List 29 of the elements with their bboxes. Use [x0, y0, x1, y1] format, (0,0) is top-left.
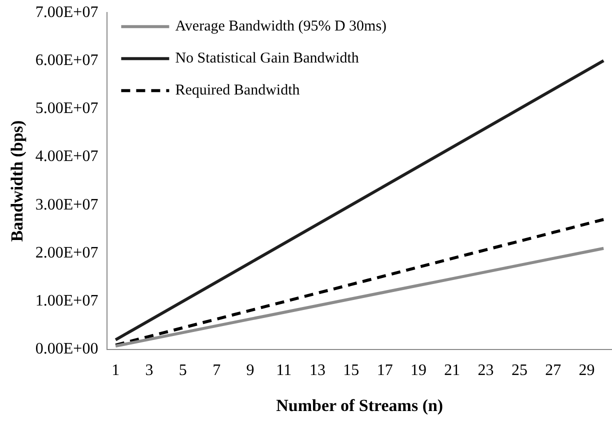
legend-label: No Statistical Gain Bandwidth: [175, 50, 360, 67]
y-tick-label: 2.00E+07: [35, 244, 98, 262]
y-tick-label: 5.00E+07: [35, 100, 98, 118]
x-tick-label: 7: [212, 362, 221, 380]
x-tick-label: 29: [578, 362, 595, 380]
x-tick-label: 17: [376, 362, 393, 380]
x-tick-label: 15: [343, 362, 360, 380]
y-tick-label: 4.00E+07: [35, 148, 98, 166]
x-tick-label: 25: [511, 362, 528, 380]
x-tick-label: 27: [545, 362, 562, 380]
x-tick-label: 5: [178, 362, 187, 380]
y-tick-label: 7.00E+07: [35, 4, 98, 21]
y-tick-label: 3.00E+07: [35, 196, 98, 214]
y-tick-label: 6.00E+07: [35, 52, 98, 69]
x-tick-label: 19: [410, 362, 426, 380]
x-axis-title: Number of Streams (n): [276, 396, 444, 416]
y-tick-label: 0.00E+00: [35, 340, 98, 358]
line-series: [114, 218, 606, 347]
x-tick-label: 23: [478, 362, 494, 380]
x-tick-label: 1: [112, 362, 120, 380]
legend-label: Average Bandwidth (95% D 30ms): [175, 18, 387, 35]
x-tick-label: 3: [145, 362, 154, 380]
legend-label: Required Bandwidth: [175, 82, 300, 99]
x-tick-label: 11: [276, 362, 292, 380]
x-tick-label: 13: [310, 362, 326, 380]
y-axis-title: Bandwidth (bps): [8, 120, 27, 242]
x-tick-label: 9: [246, 362, 254, 380]
y-tick-label: 1.00E+07: [35, 292, 98, 310]
x-tick-label: 21: [444, 362, 460, 380]
